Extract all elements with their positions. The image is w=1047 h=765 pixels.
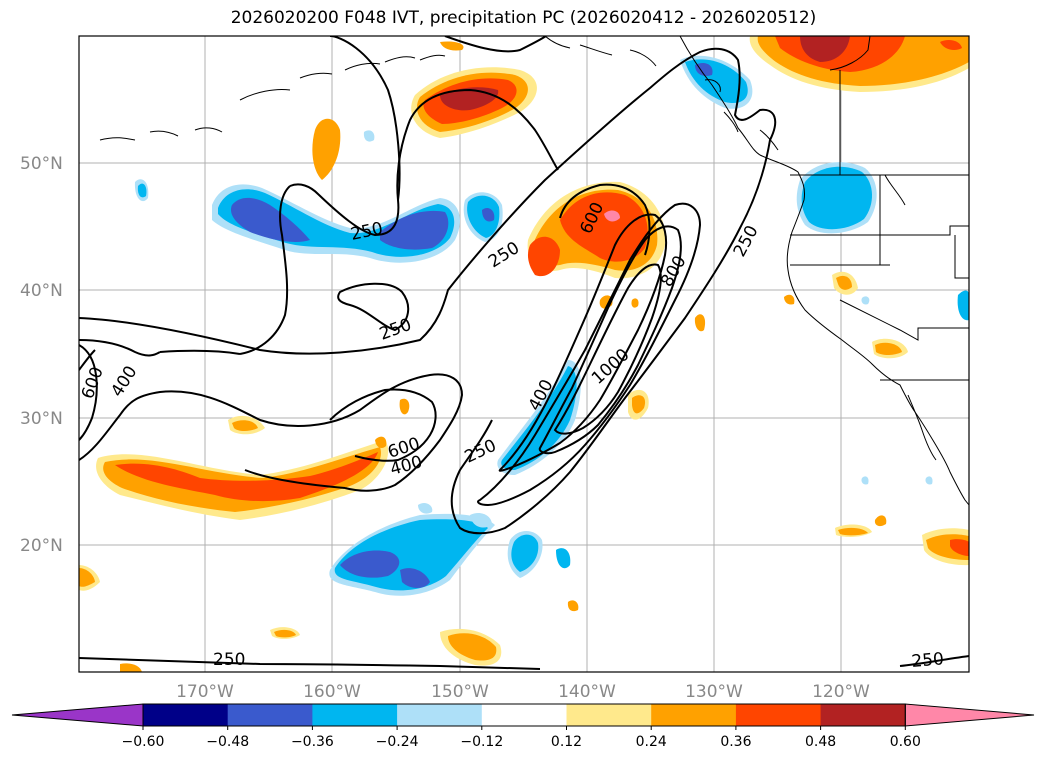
lat-label: 20°N bbox=[20, 536, 63, 556]
contour-label: 250 bbox=[911, 649, 945, 672]
colorbar-segment bbox=[143, 704, 229, 726]
map-area bbox=[79, 36, 969, 672]
colorbar-segment bbox=[481, 704, 567, 726]
colorbar-tick-label: −0.48 bbox=[206, 734, 249, 750]
lon-label: 170°W bbox=[176, 682, 234, 702]
colorbar-tick-label: 0.60 bbox=[890, 734, 921, 750]
lon-label: 150°W bbox=[431, 682, 489, 702]
lat-label: 40°N bbox=[20, 281, 63, 301]
colorbar-tick-label: 0.48 bbox=[805, 734, 836, 750]
precip-positive-anomalies bbox=[79, 36, 969, 672]
map-border bbox=[78, 35, 970, 673]
colorbar-segment bbox=[227, 704, 313, 726]
latitude-labels: 50°N 40°N 30°N 20°N bbox=[20, 154, 63, 556]
colorbar-segment bbox=[566, 704, 652, 726]
colorbar: −0.60 −0.48 −0.36 −0.24 −0.12 0.12 0.24 0.36 0.4… bbox=[11, 703, 1035, 750]
colorbar-segment bbox=[820, 704, 906, 726]
ivt-contours bbox=[79, 36, 969, 670]
colorbar-extend-low bbox=[11, 703, 144, 727]
precip-negative-anomalies bbox=[134, 55, 969, 596]
contour-label: 250 bbox=[213, 650, 245, 670]
colorbar-tick-label: −0.12 bbox=[460, 734, 503, 750]
map-title: 2026020200 F048 IVT, precipitation PC (2… bbox=[230, 8, 817, 28]
colorbar-tick-label: −0.36 bbox=[291, 734, 334, 750]
lat-label: 30°N bbox=[20, 409, 63, 429]
colorbar-extend-high bbox=[904, 703, 1035, 727]
colorbar-segment bbox=[397, 704, 483, 726]
colorbar-border bbox=[142, 703, 906, 727]
colorbar-segment bbox=[312, 704, 398, 726]
colorbar-segment bbox=[651, 704, 737, 726]
lat-label: 50°N bbox=[20, 154, 63, 174]
lon-label: 140°W bbox=[558, 682, 616, 702]
state-borders bbox=[790, 70, 969, 381]
colorbar-tick-label: 0.36 bbox=[720, 734, 751, 750]
colorbar-tick-label: −0.24 bbox=[376, 734, 419, 750]
longitude-labels: 170°W 160°W 150°W 140°W 130°W 120°W bbox=[176, 682, 870, 702]
colorbar-tick-label: −0.60 bbox=[122, 734, 165, 750]
lon-label: 130°W bbox=[685, 682, 743, 702]
colorbar-segment bbox=[735, 704, 822, 726]
lon-label: 160°W bbox=[303, 682, 361, 702]
colorbar-tick-label: 0.12 bbox=[551, 734, 582, 750]
coastlines bbox=[99, 36, 969, 506]
lon-label: 120°W bbox=[812, 682, 870, 702]
colorbar-tick-label: 0.24 bbox=[636, 734, 667, 750]
